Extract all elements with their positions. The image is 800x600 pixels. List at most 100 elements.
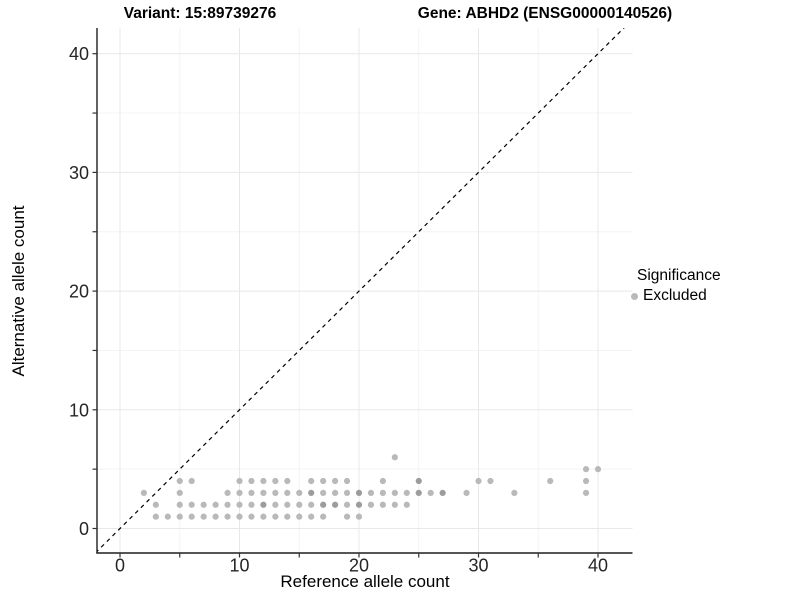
data-point: [487, 477, 494, 485]
data-point: [176, 489, 183, 496]
data-point: [415, 477, 422, 485]
data-point: [379, 501, 386, 508]
data-point: [272, 477, 279, 485]
data-point: [594, 466, 602, 473]
data-point: [391, 454, 398, 461]
y-tick-label: 0: [79, 519, 89, 539]
y-axis-title: Alternative allele count: [9, 205, 28, 377]
data-point: [224, 513, 231, 520]
data-point: [343, 513, 351, 520]
data-point: [248, 501, 255, 508]
data-point: [379, 477, 386, 485]
y-tick-label: 40: [69, 44, 89, 64]
data-point: [582, 477, 590, 485]
y-tick-label: 30: [69, 163, 89, 183]
data-point: [176, 501, 183, 508]
data-point: [308, 477, 315, 485]
data-point: [343, 489, 351, 496]
legend-item-label: Excluded: [643, 287, 707, 304]
data-point: [272, 501, 279, 508]
data-point: [188, 501, 195, 508]
data-point: [236, 477, 243, 485]
plot-title-variant: Variant: 15:89739276: [123, 5, 277, 22]
legend-title: Significance: [637, 267, 721, 284]
data-point: [284, 489, 291, 496]
data-point: [343, 501, 351, 508]
data-point: [343, 477, 351, 485]
x-tick-label: 20: [349, 556, 369, 576]
data-point: [308, 489, 315, 496]
x-axis-title: Reference allele count: [280, 572, 450, 591]
data-point: [260, 513, 267, 520]
data-point: [427, 489, 434, 496]
data-point: [152, 501, 159, 508]
data-point: [200, 513, 207, 520]
identity-line: [97, 28, 625, 553]
data-point: [582, 489, 590, 496]
legend-item-excluded: Excluded: [631, 287, 781, 305]
data-point: [272, 513, 279, 520]
data-point: [439, 489, 446, 496]
data-point: [320, 501, 327, 508]
data-point: [284, 501, 291, 508]
x-tick-label: 30: [468, 556, 488, 576]
data-point: [176, 477, 183, 485]
data-point: [140, 489, 147, 496]
data-point: [475, 477, 482, 485]
data-point: [511, 489, 518, 496]
data-point: [248, 489, 255, 496]
data-point: [248, 477, 255, 485]
data-point: [236, 501, 243, 508]
data-point: [391, 501, 398, 508]
data-point: [272, 489, 279, 496]
data-point: [260, 489, 267, 496]
data-point: [200, 501, 207, 508]
data-point: [308, 513, 315, 520]
data-point: [176, 513, 183, 520]
data-point: [224, 501, 231, 508]
plot-title-gene: Gene: ABHD2 (ENSG00000140526): [417, 5, 673, 22]
legend-point-icon: [631, 292, 638, 300]
data-point: [164, 513, 171, 520]
data-point: [332, 489, 339, 496]
data-point: [582, 466, 590, 473]
data-point: [332, 477, 339, 485]
data-point: [367, 501, 375, 508]
data-point: [188, 513, 195, 520]
y-tick-label: 20: [69, 282, 89, 302]
data-point: [403, 489, 410, 496]
data-point: [236, 489, 243, 496]
data-point: [284, 477, 291, 485]
data-point: [308, 501, 315, 508]
data-point: [296, 513, 303, 520]
data-point: [260, 477, 267, 485]
data-point: [415, 489, 422, 496]
data-point: [379, 489, 386, 496]
data-point: [355, 489, 363, 496]
data-point: [463, 489, 470, 496]
y-tick-label: 10: [69, 400, 89, 420]
data-point: [320, 489, 327, 496]
data-point: [296, 501, 303, 508]
data-point: [284, 513, 291, 520]
legend: Significance Excluded: [631, 267, 781, 305]
data-point: [260, 501, 267, 508]
data-point: [355, 501, 363, 508]
data-point: [236, 513, 243, 520]
data-point: [355, 513, 363, 520]
data-point: [320, 513, 327, 520]
data-point: [403, 501, 410, 508]
x-tick-label: 10: [229, 556, 249, 576]
data-point: [296, 489, 303, 496]
data-point: [152, 513, 159, 520]
data-point: [224, 489, 231, 496]
x-tick-label: 0: [115, 556, 125, 576]
data-point: [320, 477, 327, 485]
data-point: [188, 477, 195, 485]
data-point: [367, 489, 375, 496]
data-point: [547, 477, 554, 485]
x-tick-label: 40: [588, 556, 608, 576]
data-point: [212, 501, 219, 508]
